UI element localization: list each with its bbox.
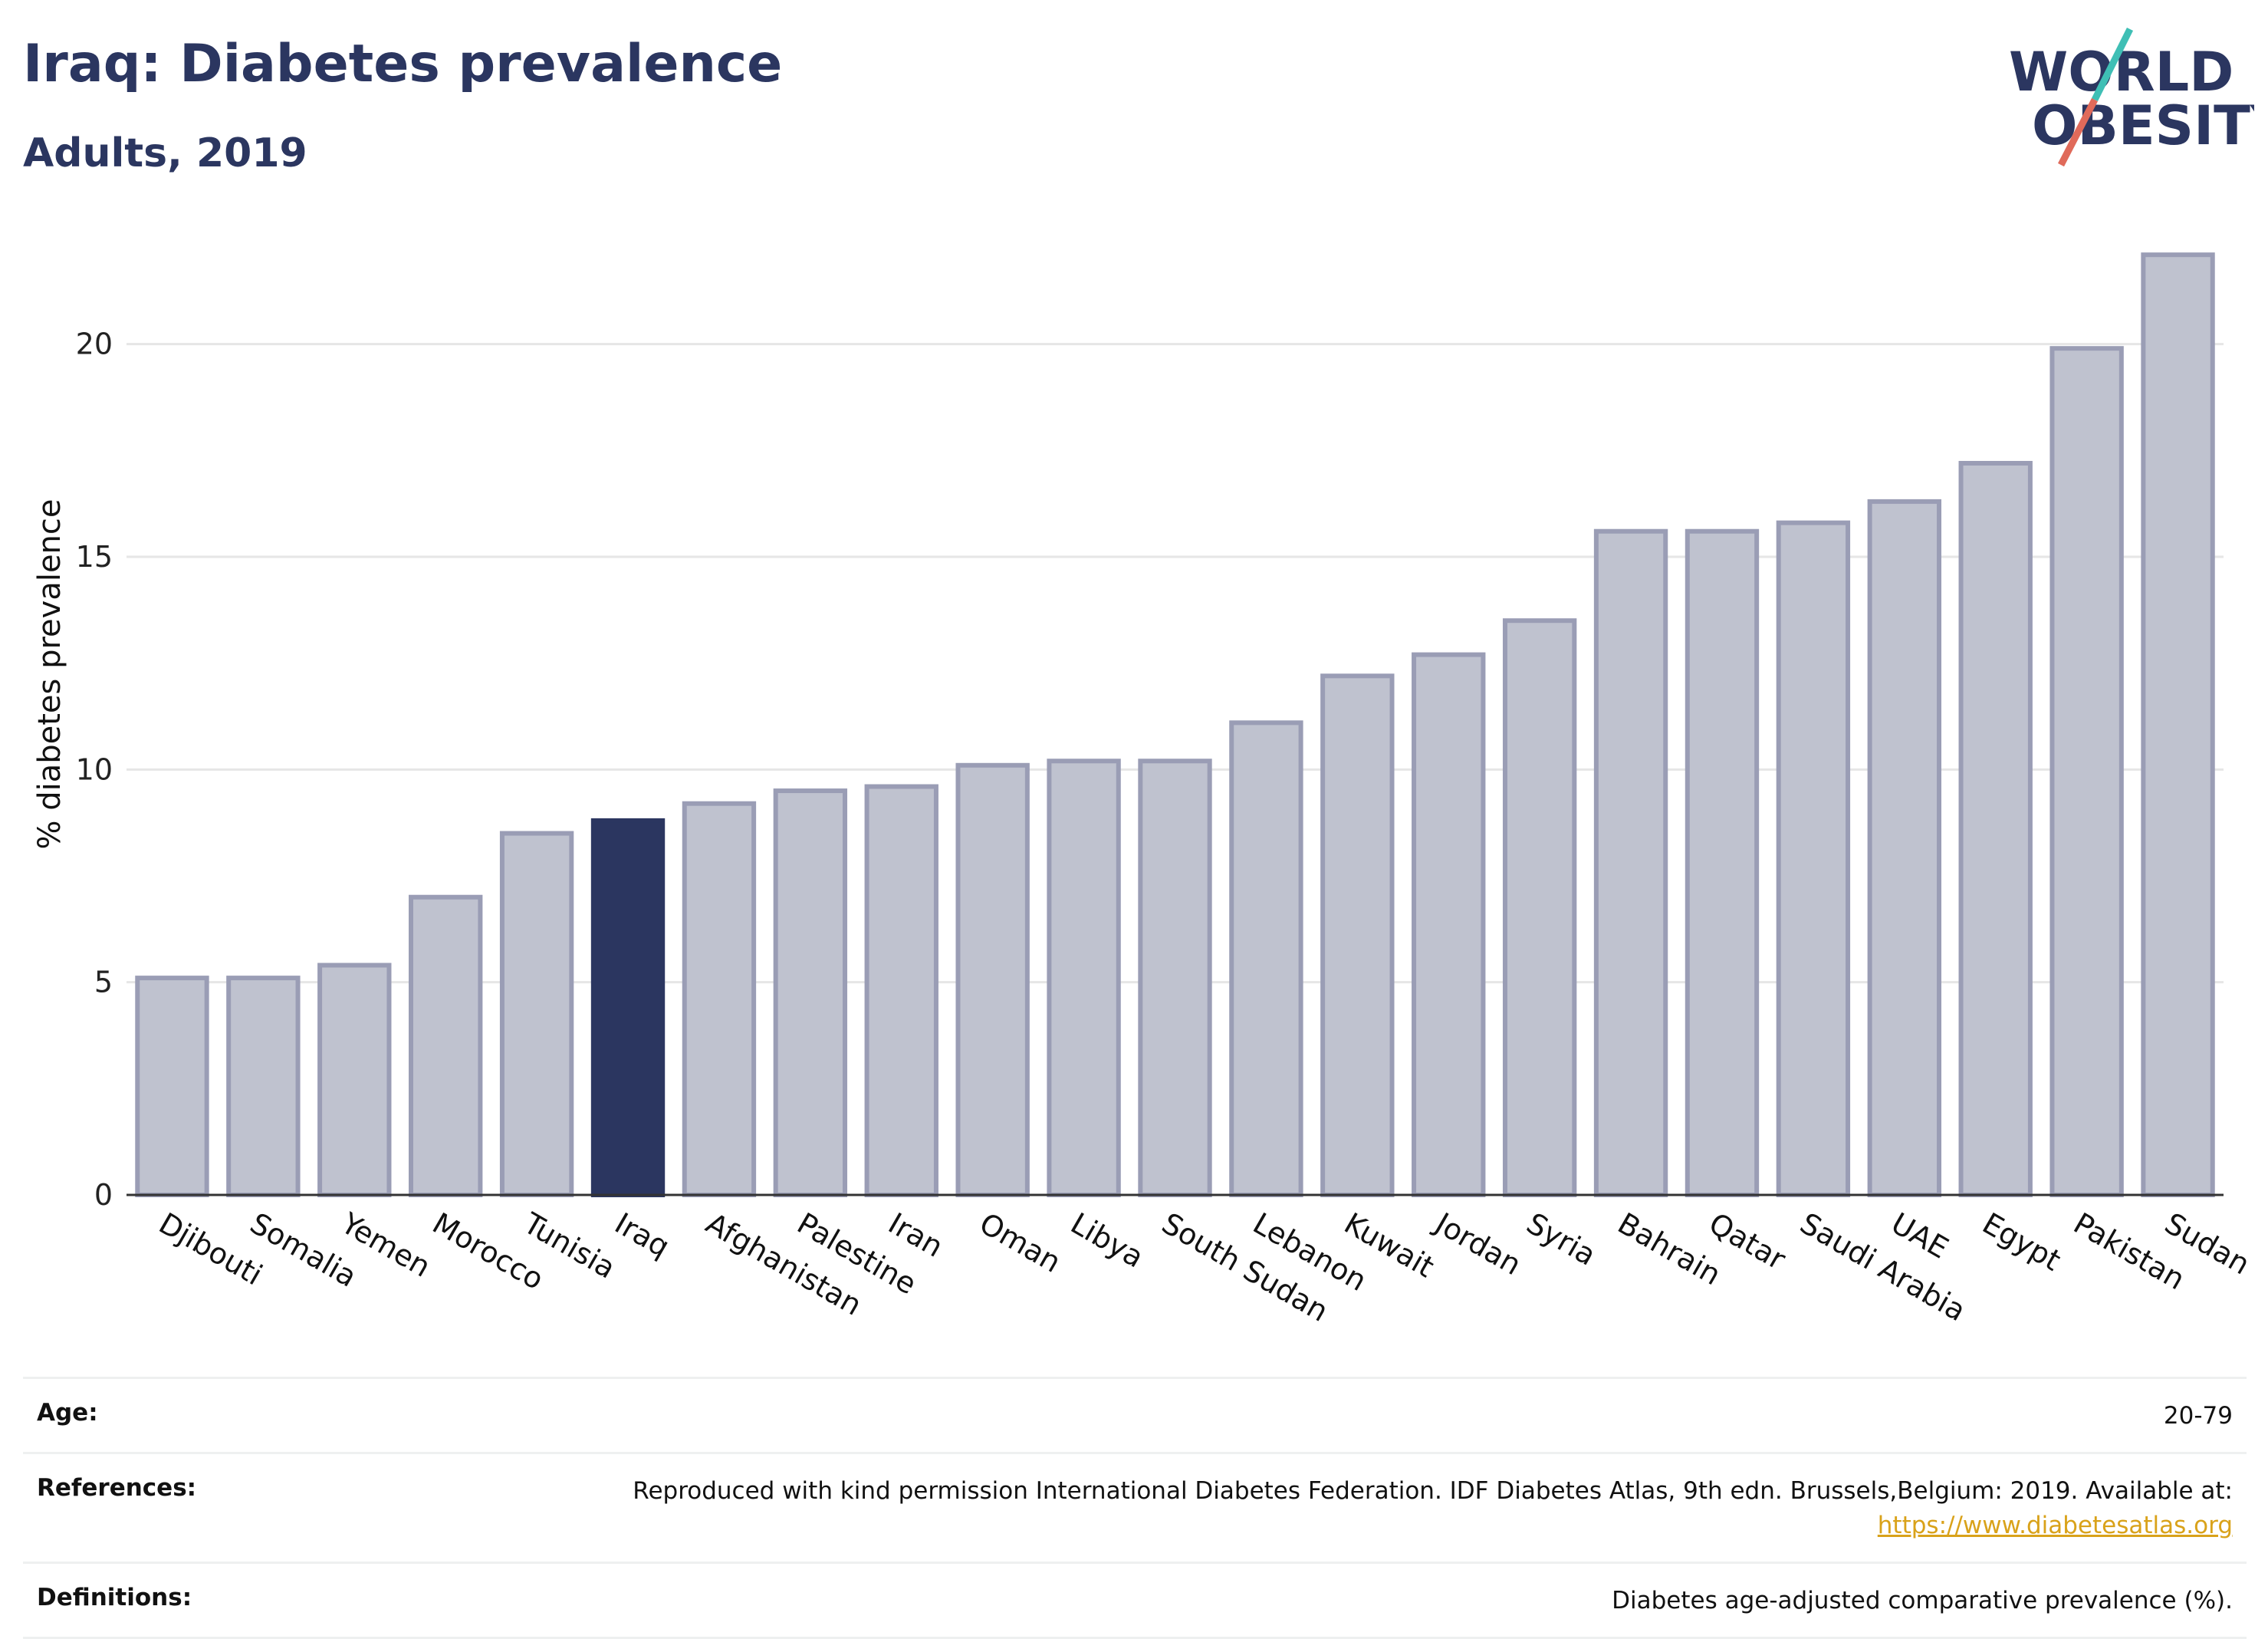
references-label: References: bbox=[37, 1473, 197, 1502]
bar-iran bbox=[864, 784, 938, 1197]
bar-lebanon bbox=[1229, 720, 1303, 1197]
bar-uae bbox=[1867, 499, 1941, 1198]
world-obesity-logo: WORLD OBESITY bbox=[2009, 27, 2254, 167]
references-text: Reproduced with kind permission Internat… bbox=[633, 1476, 2233, 1505]
definitions-label: Definitions: bbox=[37, 1583, 192, 1611]
bar-saudi-arabia bbox=[1776, 520, 1851, 1198]
x-tick-label: Bahrain bbox=[1612, 1206, 1727, 1292]
x-tick-label: Saudi Arabia bbox=[1794, 1206, 1971, 1327]
x-tick-label: Jordan bbox=[1428, 1206, 1527, 1282]
bar-iraq bbox=[590, 818, 666, 1197]
logo-slash-teal bbox=[2091, 27, 2134, 102]
age-label: Age: bbox=[37, 1399, 98, 1427]
bar-somalia bbox=[226, 976, 301, 1197]
bar-libya bbox=[1047, 759, 1121, 1197]
bar-jordan bbox=[1412, 652, 1486, 1197]
bar-syria bbox=[1502, 618, 1577, 1197]
diabetes-atlas-link[interactable]: https://www.diabetesatlas.org bbox=[1877, 1511, 2233, 1539]
x-tick-label: Oman bbox=[974, 1206, 1067, 1279]
bar-yemen bbox=[317, 963, 392, 1197]
bar-pakistan bbox=[2049, 346, 2124, 1197]
bar-kuwait bbox=[1320, 673, 1395, 1197]
x-tick-label: Libya bbox=[1065, 1206, 1149, 1275]
info-row-references: References: Reproduced with kind permiss… bbox=[23, 1454, 2247, 1564]
bar-egypt bbox=[1958, 460, 2033, 1197]
bar-oman bbox=[955, 762, 1030, 1197]
info-row-definitions: Definitions: Diabetes age-adjusted compa… bbox=[23, 1564, 2247, 1639]
bar-tunisia bbox=[499, 831, 574, 1197]
info-table: Age: 20-79 References: Reproduced with k… bbox=[23, 1377, 2247, 1639]
definitions-value: Diabetes age-adjusted comparative preval… bbox=[1612, 1586, 2233, 1614]
y-tick-label: 10 bbox=[76, 752, 113, 786]
bar-sudan bbox=[2141, 252, 2215, 1198]
bar-qatar bbox=[1685, 528, 1760, 1198]
x-tick-label: Djibouti bbox=[153, 1206, 268, 1292]
y-axis-ticks: 0 5 10 15 20 bbox=[76, 327, 113, 1212]
y-tick-label: 0 bbox=[94, 1178, 113, 1212]
x-tick-label: Egypt bbox=[1977, 1206, 2066, 1278]
page-title: Iraq: Diabetes prevalence bbox=[23, 34, 783, 94]
y-tick-label: 15 bbox=[76, 540, 113, 574]
y-tick-label: 20 bbox=[76, 327, 113, 361]
page-subtitle: Adults, 2019 bbox=[23, 130, 307, 176]
references-value: Reproduced with kind permission Internat… bbox=[633, 1474, 2233, 1543]
y-axis-title: % diabetes prevalence bbox=[32, 499, 67, 849]
bar-chart: 0 5 10 15 20 DjiboutiSomaliaYemenMoroccoTuni… bbox=[32, 252, 2256, 1327]
bars bbox=[135, 252, 2215, 1198]
bar-djibouti bbox=[135, 976, 209, 1197]
bar-south-sudan bbox=[1138, 759, 1212, 1197]
y-tick-label: 5 bbox=[94, 966, 113, 999]
info-row-age: Age: 20-79 bbox=[23, 1379, 2247, 1454]
x-tick-label: Syria bbox=[1521, 1206, 1602, 1272]
logo-line-2: OBESITY bbox=[2032, 94, 2254, 157]
bar-morocco bbox=[409, 894, 483, 1197]
bar-afghanistan bbox=[682, 801, 757, 1197]
logo-slash-coral bbox=[2058, 97, 2098, 167]
bar-palestine bbox=[773, 788, 848, 1197]
age-value: 20-79 bbox=[2163, 1402, 2233, 1430]
bar-bahrain bbox=[1593, 528, 1668, 1198]
